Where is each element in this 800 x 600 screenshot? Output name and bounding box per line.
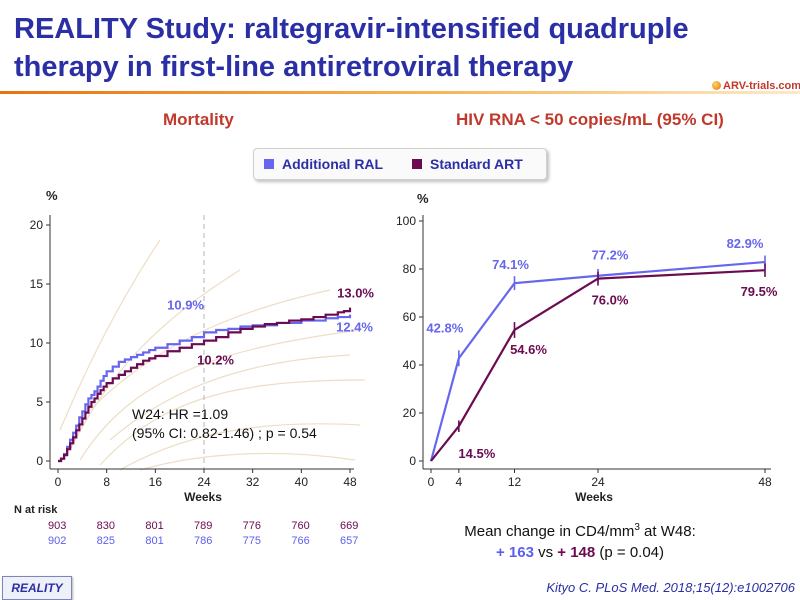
cd4-p-value: (p = 0.04) [595,544,665,561]
hiv-rna-y-tick-label: 80 [403,262,417,276]
hiv-rna-x-tick-label: 0 [428,475,435,489]
n-at-risk-ral-value: 786 [194,535,213,547]
palm-frond-background [59,239,366,471]
mortality-x-tick-label: 48 [343,475,357,489]
hazard-ratio-annotation: W24: HR =1.09 (95% CI: 0.82-1.46) ; p = … [132,405,317,443]
n-at-risk-ral-value: 775 [242,535,262,547]
slide-title: REALITY Study: raltegravir-intensified q… [14,13,689,83]
hiv-rna-y-tick-label: 40 [403,358,417,372]
hiv-rna-y-tick-label: 0 [409,454,416,468]
hazard-ratio-line: W24: HR =1.09 [132,406,229,422]
logo-text: ARV-trials.com [723,80,800,92]
hiv-rna-x-tick-label: 12 [508,475,522,489]
confidence-interval-line: (95% CI: 0.82-1.46) ; p = 0.54 [132,425,317,441]
chart-legend: Additional RAL Standard ART [253,148,547,180]
n-at-risk-ral-value: 657 [340,535,359,547]
legend-item-ral: Additional RAL [264,156,383,172]
mortality-y-tick-label: 5 [36,395,43,409]
legend-swatch-std [412,159,422,169]
cd4-change-note: Mean change in CD4/mm3 at W48: + 163 vs … [415,517,745,563]
standard-mortality-curve [58,307,352,463]
n-at-risk-standard-value: 789 [194,520,213,532]
mortality-x-axis-label: Weeks [184,490,222,504]
cd4-ral-value: + 163 [495,544,534,561]
n-at-risk-standard-value: 669 [340,520,359,532]
reality-badge: REALITY [2,576,72,600]
mortality-chart: % Weeks 0 5 10 15 20 0 8 16 24 32 40 48 10.9% 12.4% 1… [30,188,375,504]
standard-hiv-rna-line [430,269,766,462]
legend-item-std: Standard ART [412,156,523,172]
hiv-rna-data-label: 76.0% [592,293,629,308]
mortality-x-tick-label: 40 [295,475,309,489]
arv-trials-logo: ARV-trials.com [712,80,800,94]
mortality-y-axis-label: % [46,188,58,203]
hiv-rna-y-tick-label: 60 [403,310,417,324]
hiv-rna-heading: HIV RNA < 50 copies/mL (95% CI) [456,110,724,129]
n-at-risk-standard-value: 776 [242,520,262,532]
mortality-y-tick-label: 20 [30,218,44,232]
cd4-note-line-1: Mean change in CD4/mm3 at W48: [415,517,745,542]
hiv-rna-y-tick-label: 20 [403,406,417,420]
hiv-rna-x-tick-label: 4 [455,475,462,489]
n-at-risk-standard-value: 760 [291,520,310,532]
mortality-data-label: 13.0% [337,286,374,301]
hiv-rna-x-tick-label: 48 [758,475,772,489]
n-at-risk-standard-value: 830 [96,520,116,532]
mortality-y-tick-label: 15 [30,277,44,291]
legend-label-ral: Additional RAL [282,156,384,172]
ral-hiv-rna-line [429,260,766,462]
legend-label-std: Standard ART [430,156,523,172]
ral-mortality-curve [58,314,352,463]
n-at-risk-ral-value: 902 [48,535,67,547]
hiv-rna-data-label: 14.5% [458,446,495,461]
mortality-data-label: 12.4% [336,320,373,335]
n-at-risk-ral-value: 766 [291,535,310,547]
mortality-x-tick-label: 8 [103,475,110,489]
mortality-data-label: 10.9% [167,297,204,312]
hiv-rna-data-label: 42.8% [426,320,463,335]
logo-icon [712,81,721,90]
n-at-risk-standard-value: 903 [48,520,67,532]
citation: Kityo C. PLoS Med. 2018;15(12):e1002706 [546,580,795,595]
cd4-std-value: + 148 [557,544,596,561]
hiv-rna-data-label: 74.1% [492,257,529,272]
mortality-x-tick-label: 0 [55,475,62,489]
hiv-rna-data-label: 82.9% [727,236,764,251]
cd4-note-prefix: Mean change in CD4/mm [464,523,635,540]
n-at-risk-label: N at risk [14,504,58,516]
cd4-vs: vs [533,544,558,561]
title-divider [0,91,800,94]
n-at-risk-standard-value: 801 [145,520,164,532]
mortality-x-tick-label: 24 [197,475,211,489]
cd4-note-superscript: 3 [634,522,640,533]
n-at-risk-ral-value: 825 [96,535,116,547]
legend-swatch-ral [264,159,274,169]
hiv-rna-data-label: 54.6% [510,342,547,357]
hiv-rna-data-label: 79.5% [741,284,778,299]
n-at-risk-ral-value: 801 [145,535,164,547]
mortality-y-tick-label: 0 [36,454,43,468]
mortality-data-label: 10.2% [197,353,234,368]
hiv-rna-y-axis-label: % [417,191,429,206]
hiv-rna-data-label: 77.2% [592,248,629,263]
hiv-rna-x-tick-label: 24 [591,475,605,489]
mortality-x-tick-label: 16 [149,475,163,489]
cd4-note-line-2: + 163 vs + 148 (p = 0.04) [415,542,745,563]
hiv-rna-x-axis-label: Weeks [575,490,613,504]
mortality-heading: Mortality [163,110,234,129]
mortality-y-tick-label: 10 [30,336,44,350]
mortality-x-tick-label: 32 [246,475,260,489]
cd4-note-suffix: at W48: [639,523,696,540]
